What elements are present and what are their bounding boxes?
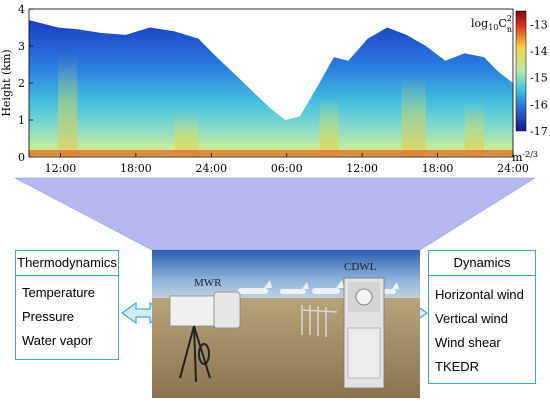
colorbar bbox=[515, 10, 527, 132]
y-axis-label: Height (km) bbox=[0, 49, 13, 116]
warm-streak bbox=[401, 75, 426, 157]
y-tick-label: 2 bbox=[18, 77, 25, 90]
x-axis: 12:00 18:00 24:00 06:00 12:00 18:00 24:00 bbox=[45, 153, 529, 175]
y-tick-label: 0 bbox=[18, 151, 25, 164]
dynamics-item-vertical-wind: Vertical wind bbox=[435, 311, 508, 326]
fence bbox=[301, 305, 338, 337]
instrument-photo: MWR CDWL bbox=[152, 250, 420, 398]
colorbar-tick-label: -17 bbox=[530, 125, 548, 138]
x-tick-label: 06:00 bbox=[271, 162, 303, 175]
airplanes bbox=[238, 280, 399, 294]
y-tick-label: 1 bbox=[18, 114, 25, 127]
warm-streak bbox=[58, 53, 78, 157]
cdwl-instrument bbox=[343, 277, 385, 389]
x-tick-label: 12:00 bbox=[45, 162, 77, 175]
warm-streak bbox=[174, 112, 199, 157]
thermodynamics-item-temperature: Temperature bbox=[22, 285, 95, 300]
dynamics-item-horizontal-wind: Horizontal wind bbox=[435, 287, 524, 302]
y-tick-label: 4 bbox=[18, 3, 25, 16]
mwr-instrument bbox=[169, 291, 241, 383]
heatmap-field bbox=[29, 20, 513, 157]
colorbar-ticks: -13 -14 -15 -16 -17 bbox=[530, 18, 548, 138]
x-tick-label: 24:00 bbox=[195, 162, 227, 175]
y-tick-label: 3 bbox=[18, 40, 25, 53]
colorbar-tick-label: -15 bbox=[530, 72, 548, 85]
mwr-label: MWR bbox=[194, 277, 222, 289]
x-tick-label: 12:00 bbox=[346, 162, 378, 175]
callout-shape bbox=[14, 177, 536, 251]
x-tick-label: 18:00 bbox=[120, 162, 152, 175]
y-axis: 0 1 2 3 4 bbox=[18, 3, 33, 164]
thermodynamics-item-water-vapor: Water vapor bbox=[22, 333, 93, 348]
dynamics-item-wind-shear: Wind shear bbox=[435, 335, 501, 350]
colorbar-tick-label: -14 bbox=[530, 45, 548, 58]
colorbar-tick-label: -16 bbox=[530, 98, 548, 111]
dynamics-title: Dynamics bbox=[429, 251, 535, 276]
cdwl-label: CDWL bbox=[344, 261, 377, 273]
surface-layer-band bbox=[29, 150, 513, 156]
x-tick-label: 24:00 bbox=[497, 162, 529, 175]
thermodynamics-box: Thermodynamics Temperature Pressure Wate… bbox=[15, 250, 119, 360]
x-tick-label: 18:00 bbox=[422, 162, 454, 175]
warm-streak bbox=[319, 97, 339, 157]
dynamics-box: Dynamics Horizontal wind Vertical wind W… bbox=[428, 250, 536, 384]
thermodynamics-item-pressure: Pressure bbox=[22, 309, 75, 324]
dynamics-item-tkedr: TKEDR bbox=[435, 359, 480, 374]
colorbar-unit: m-2/3 bbox=[512, 150, 538, 164]
colorbar-tick-label: -13 bbox=[530, 18, 548, 31]
thermodynamics-title: Thermodynamics bbox=[16, 251, 118, 276]
warm-streak bbox=[464, 101, 484, 157]
colorbar-title: log10C2 n bbox=[471, 14, 512, 34]
